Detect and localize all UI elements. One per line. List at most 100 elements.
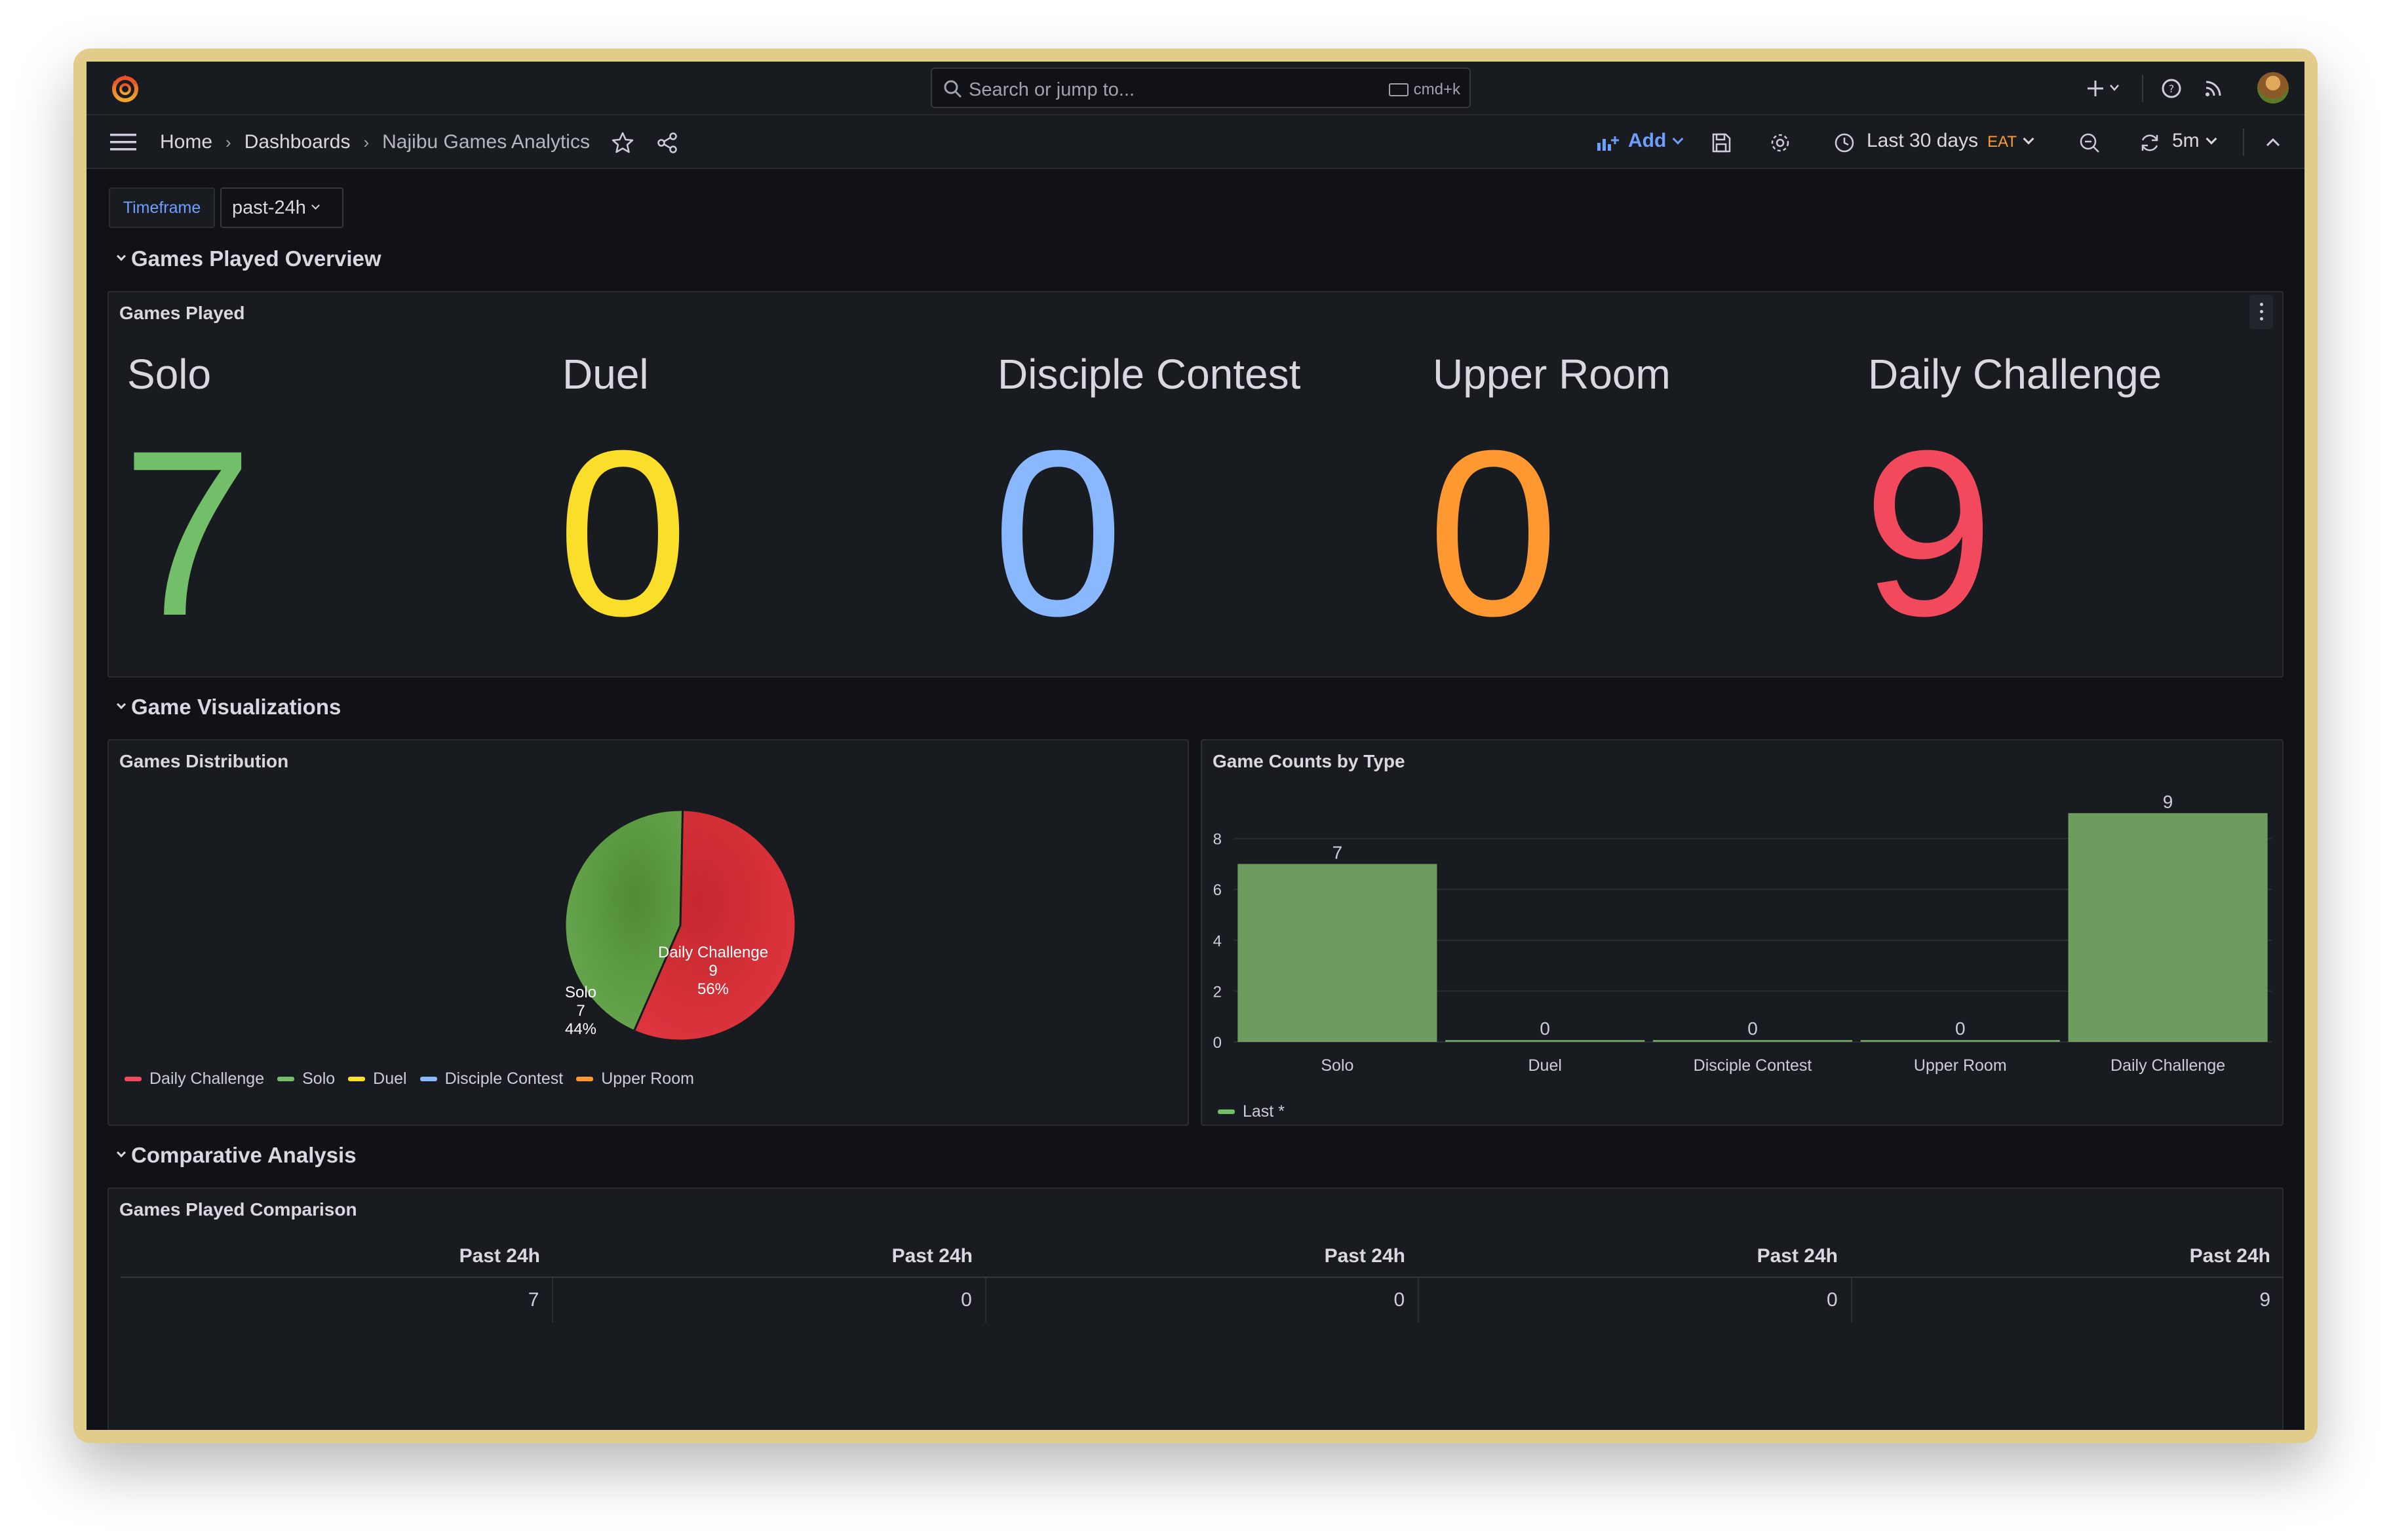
legend-item-duel[interactable]: Duel bbox=[348, 1069, 407, 1088]
news-feed-icon[interactable] bbox=[2202, 77, 2225, 100]
panel-menu-icon[interactable] bbox=[2249, 295, 2273, 329]
bar-value-label: 0 bbox=[1955, 1018, 1966, 1039]
refresh-interval-label: 5m bbox=[2172, 130, 2200, 151]
search-shortcut: cmd+k bbox=[1388, 81, 1460, 99]
settings-gear-icon[interactable] bbox=[1768, 131, 1792, 155]
bar-disciple-contest[interactable] bbox=[1652, 1040, 1853, 1042]
panel-games-played: Games Played Solo 7 Duel 0 Disciple Cont… bbox=[107, 291, 2284, 678]
legend-label: Last * bbox=[1243, 1102, 1285, 1121]
stat-duel: Duel 0 bbox=[557, 350, 990, 651]
breadcrumb-current: Najibu Games Analytics bbox=[382, 131, 590, 153]
chevron-down-icon bbox=[311, 201, 320, 210]
chevron-down-icon bbox=[2023, 133, 2034, 145]
chevron-right-icon: › bbox=[225, 132, 231, 152]
y-tick-label: 6 bbox=[1213, 881, 1222, 899]
table-cell: 0 bbox=[986, 1278, 1420, 1322]
y-tick-label: 2 bbox=[1213, 983, 1222, 1001]
search-bar[interactable]: Search or jump to... cmd+k bbox=[931, 67, 1471, 108]
bar-value-label: 0 bbox=[1747, 1018, 1758, 1039]
stat-upper-room: Upper Room 0 bbox=[1428, 350, 1860, 651]
bar-duel[interactable] bbox=[1445, 1040, 1645, 1042]
stat-name: Duel bbox=[562, 351, 649, 398]
legend-item-last[interactable]: Last * bbox=[1218, 1102, 1285, 1121]
chevron-down-icon bbox=[116, 1147, 126, 1158]
bar-value-label: 7 bbox=[1332, 842, 1343, 862]
breadcrumb-home[interactable]: Home bbox=[160, 131, 213, 153]
chevron-down-icon bbox=[116, 699, 126, 710]
legend-item-solo[interactable]: Solo bbox=[277, 1069, 335, 1088]
stat-value: 0 bbox=[1428, 402, 1559, 665]
add-panel-icon[interactable] bbox=[1595, 131, 1619, 155]
clock-icon[interactable] bbox=[1833, 131, 1856, 155]
stat-solo: Solo 7 bbox=[122, 350, 554, 651]
y-tick-label: 4 bbox=[1213, 933, 1222, 950]
zoom-out-icon[interactable] bbox=[2078, 131, 2101, 155]
legend-label: Disciple Contest bbox=[444, 1069, 564, 1088]
divider bbox=[2243, 128, 2244, 156]
row-games-played-overview[interactable]: Games Played Overview bbox=[116, 246, 381, 271]
pie-legend: Daily Challenge Solo Duel Disciple Conte… bbox=[125, 1069, 694, 1088]
table-cell: 0 bbox=[553, 1278, 986, 1322]
divider bbox=[2142, 75, 2143, 102]
chevron-up-icon[interactable] bbox=[2261, 131, 2285, 155]
stat-value: 0 bbox=[992, 402, 1124, 665]
chevron-down-icon bbox=[2206, 133, 2217, 145]
stat-name: Solo bbox=[127, 351, 212, 398]
save-icon[interactable] bbox=[1709, 131, 1733, 155]
add-button[interactable]: Add bbox=[1628, 130, 1684, 152]
add-button-label: Add bbox=[1628, 130, 1667, 151]
timeframe-value: past-24h bbox=[232, 197, 306, 218]
table-header-cell[interactable]: Past 24h bbox=[2189, 1245, 2270, 1267]
chevron-down-icon bbox=[116, 251, 126, 261]
table-header-cell[interactable]: Past 24h bbox=[1324, 1245, 1405, 1267]
pie-label-daily-name: Daily Challenge bbox=[658, 944, 768, 961]
time-range-picker[interactable]: Last 30 days EAT bbox=[1867, 130, 2034, 152]
table-header-cell[interactable]: Past 24h bbox=[891, 1245, 973, 1267]
refresh-icon[interactable] bbox=[2138, 131, 2162, 155]
legend-item-disciple-contest[interactable]: Disciple Contest bbox=[419, 1069, 564, 1088]
bar-upper-room[interactable] bbox=[1860, 1040, 2060, 1042]
plus-icon[interactable] bbox=[2084, 77, 2107, 100]
bar-daily-challenge[interactable] bbox=[2068, 813, 2268, 1042]
chevron-down-icon bbox=[1672, 133, 1684, 145]
stat-value: 7 bbox=[122, 402, 254, 665]
share-icon[interactable] bbox=[655, 131, 679, 155]
row-title-visualizations: Game Visualizations bbox=[131, 695, 341, 719]
table-header-cell[interactable]: Past 24h bbox=[1757, 1245, 1838, 1267]
legend-swatch bbox=[348, 1077, 366, 1081]
stat-name: Upper Room bbox=[1433, 351, 1671, 398]
user-avatar[interactable] bbox=[2257, 72, 2289, 104]
pie-slice-daily-challenge[interactable] bbox=[632, 809, 797, 1042]
bar-value-label: 0 bbox=[1540, 1018, 1550, 1039]
star-icon[interactable] bbox=[611, 131, 634, 155]
panel-title: Games Played bbox=[119, 303, 245, 323]
keyboard-icon bbox=[1388, 83, 1409, 96]
pie-label-daily-value: 9 bbox=[709, 962, 717, 980]
table-header-cell[interactable]: Past 24h bbox=[459, 1245, 540, 1267]
grafana-window: Search or jump to... cmd+k ? Home › Dash… bbox=[87, 62, 2304, 1430]
refresh-interval-picker[interactable]: 5m bbox=[2172, 130, 2217, 152]
pie-label-daily-pct: 56% bbox=[697, 980, 729, 998]
y-tick-label: 8 bbox=[1213, 831, 1222, 849]
timeframe-select[interactable]: past-24h bbox=[220, 187, 343, 228]
pie-chart[interactable]: Solo 7 44% bbox=[109, 741, 1190, 1042]
table-header: Past 24h Past 24h Past 24h Past 24h Past… bbox=[121, 1245, 2284, 1267]
legend-item-upper-room[interactable]: Upper Room bbox=[576, 1069, 694, 1088]
pie-slice-solo[interactable] bbox=[564, 809, 684, 1033]
breadcrumb: Home › Dashboards › Najibu Games Analyti… bbox=[160, 131, 590, 153]
row-game-visualizations[interactable]: Game Visualizations bbox=[116, 695, 341, 720]
row-comparative-analysis[interactable]: Comparative Analysis bbox=[116, 1143, 357, 1168]
bar-solo[interactable] bbox=[1237, 864, 1437, 1042]
menu-icon[interactable] bbox=[110, 132, 136, 152]
stat-disciple-contest: Disciple Contest 0 bbox=[992, 350, 1425, 651]
breadcrumb-dashboards[interactable]: Dashboards bbox=[244, 131, 351, 153]
bar-chart[interactable]: 0 2 4 6 8 7 Solo 0 Duel 0 Disciple Contest 0 Upper … bbox=[1202, 741, 2285, 1081]
x-tick-label: Disciple Contest bbox=[1694, 1056, 1812, 1075]
table-row: 7 0 0 0 9 bbox=[121, 1278, 2284, 1322]
legend-label: Upper Room bbox=[601, 1069, 694, 1088]
help-icon[interactable]: ? bbox=[2160, 77, 2183, 100]
grafana-logo-icon[interactable] bbox=[109, 72, 142, 105]
pie-label-solo-value: 7 bbox=[576, 1002, 585, 1020]
chevron-down-icon[interactable] bbox=[2109, 84, 2120, 92]
legend-item-daily-challenge[interactable]: Daily Challenge bbox=[125, 1069, 264, 1088]
